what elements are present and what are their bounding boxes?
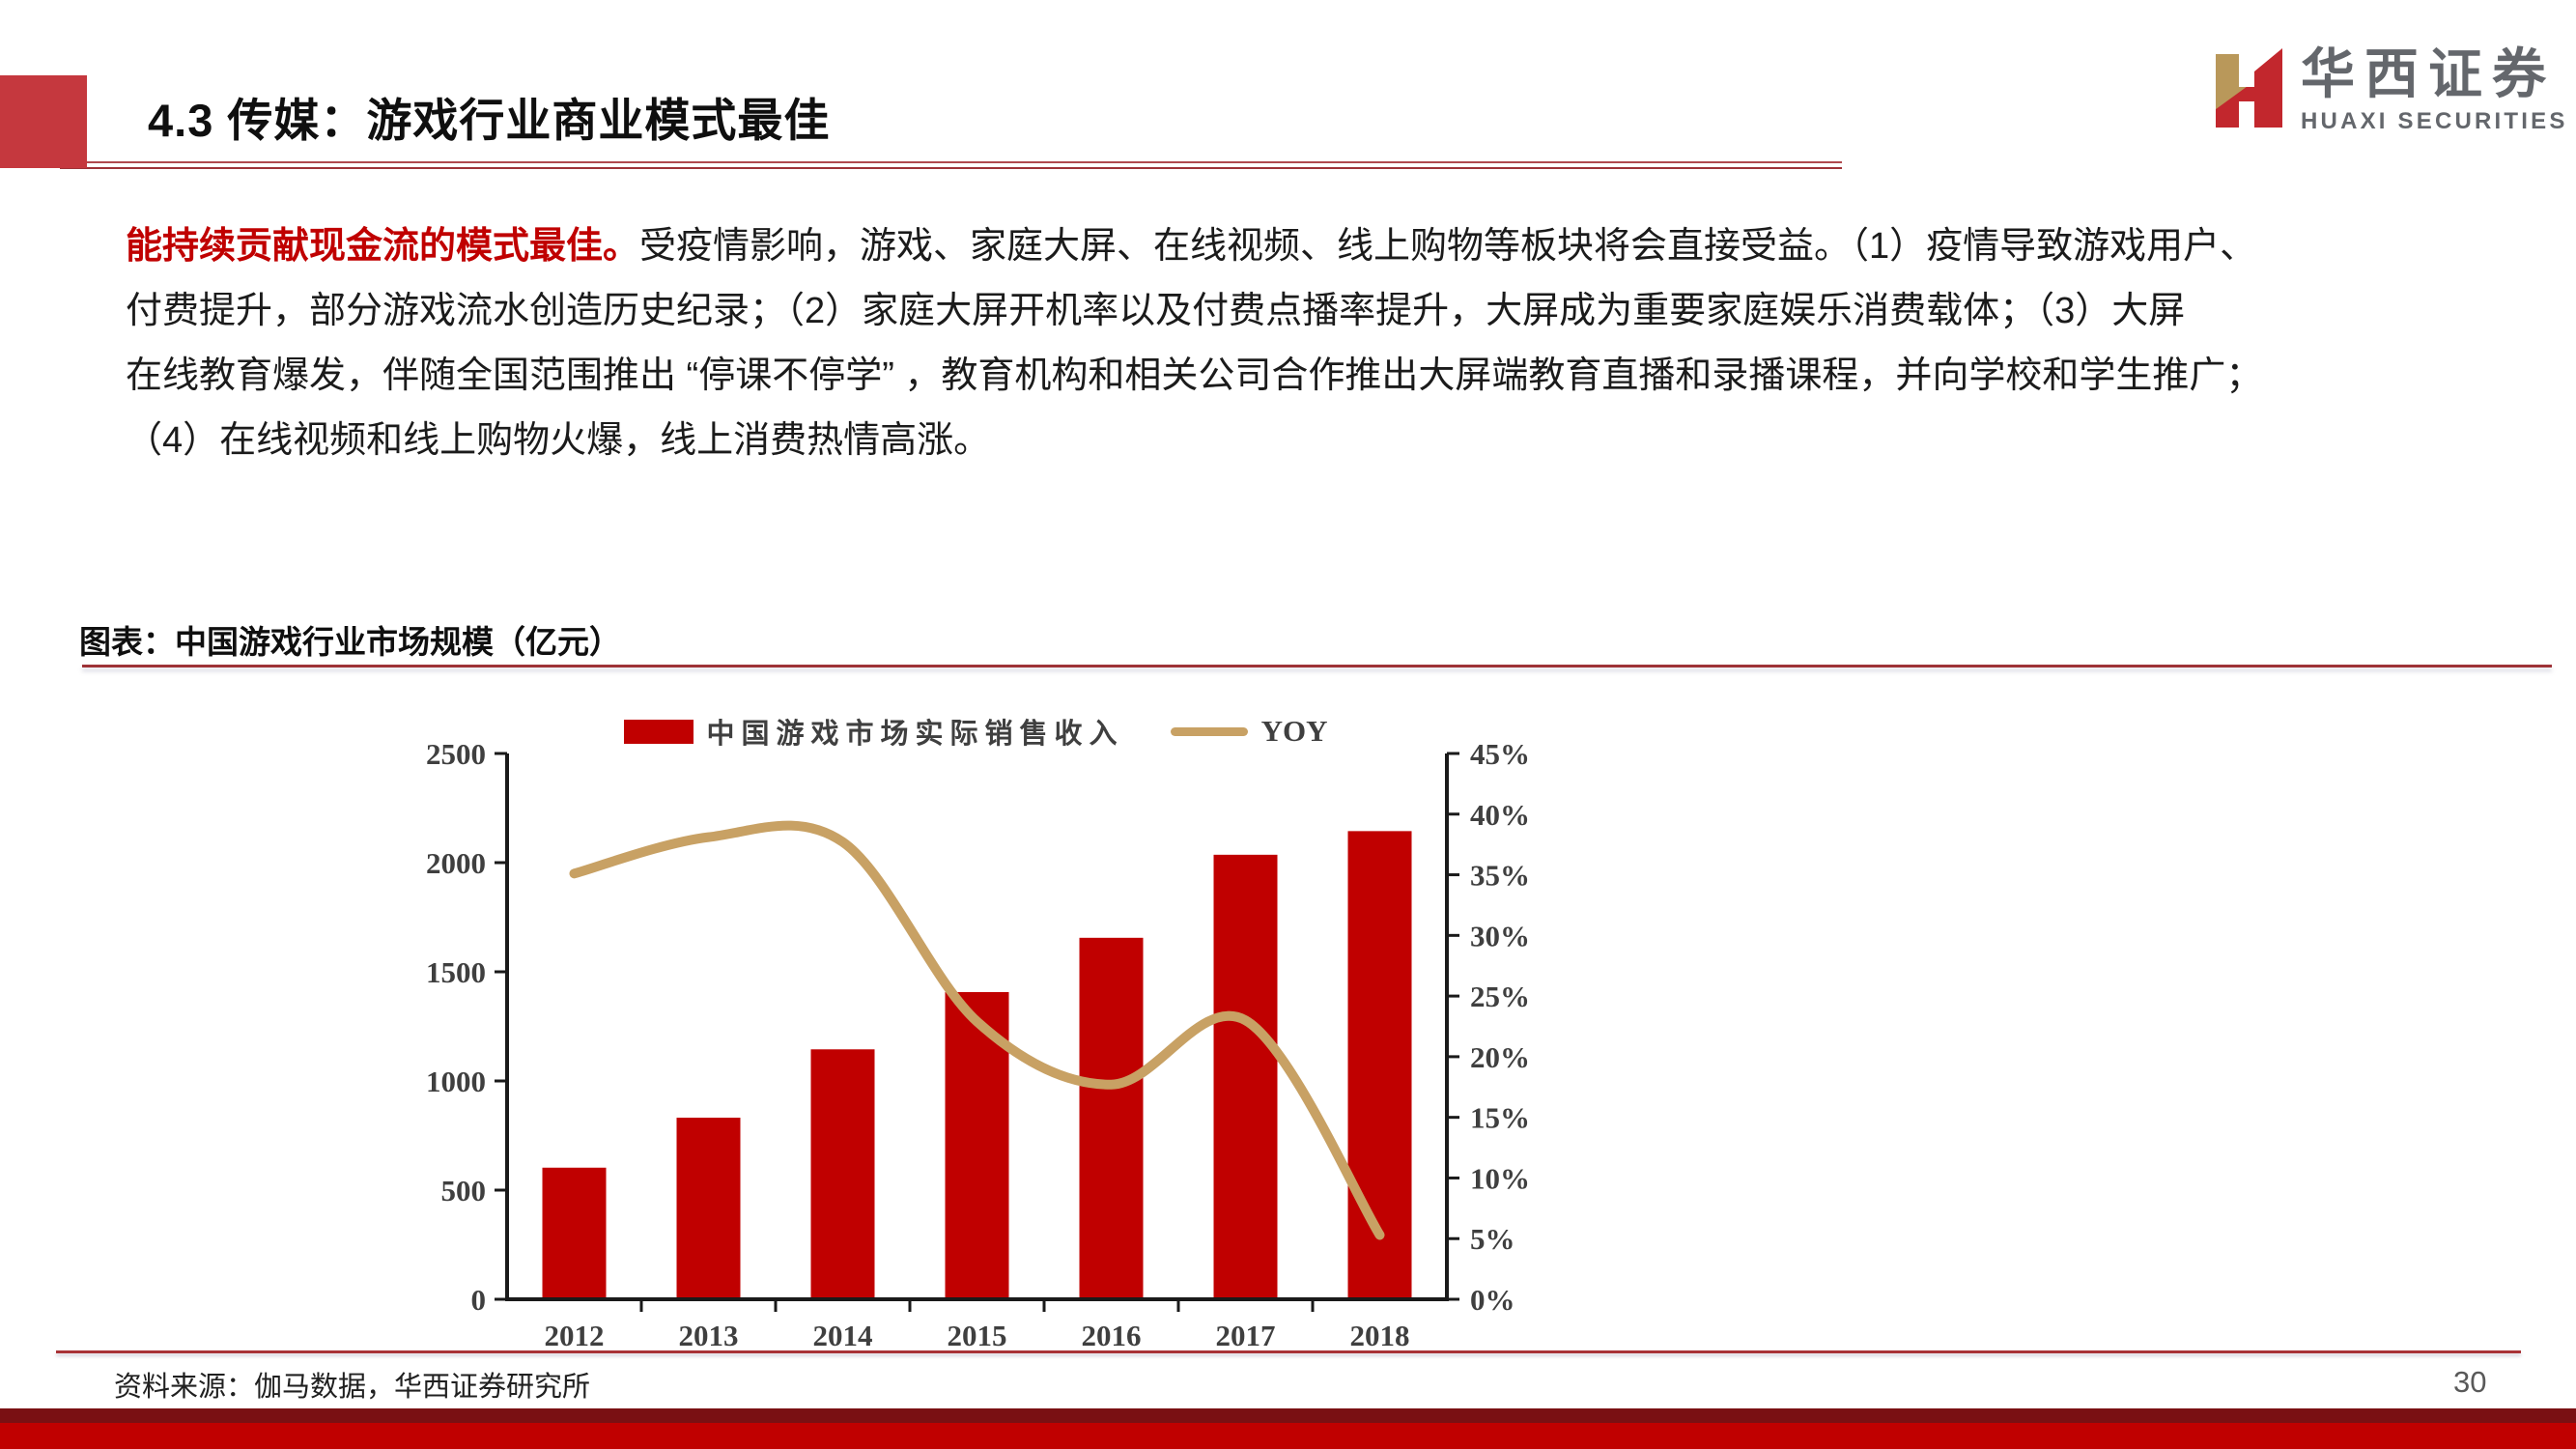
left-axis-label: 1500: [426, 955, 486, 989]
right-axis-label: 15%: [1470, 1101, 1530, 1135]
huaxi-logo-icon: [2212, 46, 2283, 138]
legend-bar-label: 中国游戏市场实际销售收入: [706, 719, 1124, 750]
x-axis-label: 2014: [813, 1319, 873, 1352]
paragraph-line-1-rest: 受疫情影响，游戏、家庭大屏、在线视频、线上购物等板块将会直接受益。（1）疫情导致…: [639, 226, 2257, 267]
x-axis-label: 2018: [1350, 1319, 1410, 1352]
legend-line-swatch: [1170, 726, 1248, 736]
right-axis-label: 5%: [1470, 1222, 1515, 1256]
logo-name-cn: 华西证券: [2301, 45, 2556, 105]
market-size-chart: 中国游戏市场实际销售收入 YOY 0 500 1000 1500 2000 2500 0% 5…: [415, 694, 1536, 1360]
left-axis-label: 1000: [426, 1065, 486, 1098]
chart-legend: 中国游戏市场实际销售收入 YOY: [415, 711, 1536, 752]
x-axis-label: 2017: [1216, 1319, 1276, 1352]
paragraph-lead: 能持续贡献现金流的模式最佳。: [126, 226, 640, 267]
bar-2014: [810, 1049, 875, 1299]
left-axis-label: 0: [471, 1283, 487, 1317]
right-axis-label: 10%: [1470, 1161, 1530, 1195]
right-axis-label: 30%: [1470, 919, 1530, 952]
bar-2012: [542, 1167, 607, 1299]
bottom-stripe-red: [0, 1423, 2576, 1449]
x-axis-label: 2012: [545, 1319, 605, 1352]
x-axis-label: 2015: [948, 1319, 1007, 1352]
bar-2013: [676, 1118, 741, 1299]
right-axis-label: 45%: [1470, 737, 1530, 771]
huaxi-logo-text: 华西证券 HUAXI SECURITIES: [2301, 46, 2568, 135]
left-axis-label: 500: [441, 1174, 487, 1208]
bottom-stripe-dark: [0, 1408, 2576, 1423]
x-axis-label: 2016: [1082, 1319, 1142, 1352]
legend-bar-swatch: [623, 719, 694, 744]
page-number: 30: [2453, 1365, 2487, 1399]
paragraph-line-4: （4）在线视频和线上购物火爆，线上消费热情高涨。: [126, 420, 991, 461]
figure-caption: 图表：中国游戏行业市场规模（亿元）: [79, 624, 621, 660]
x-axis-label: 2013: [679, 1319, 739, 1352]
page-title: 4.3 传媒：游戏行业商业模式最佳: [148, 95, 831, 146]
bar-2018: [1347, 831, 1412, 1299]
paragraph-line-1: 能持续贡献现金流的模式最佳。受疫情影响，游戏、家庭大屏、在线视频、线上购物等板块…: [126, 214, 2444, 279]
yoy-line: [569, 820, 1385, 1240]
paragraph-line-3: 在线教育爆发，伴随全国范围推出 “停课不停学” ，教育机构和相关公司合作推出大屏…: [126, 355, 2263, 396]
huaxi-logo: 华西证券 HUAXI SECURITIES: [2212, 46, 2568, 138]
body-paragraph: 能持续贡献现金流的模式最佳。受疫情影响，游戏、家庭大屏、在线视频、线上购物等板块…: [126, 214, 2444, 473]
red-accent-block: [0, 75, 87, 168]
title-underline: [60, 161, 1842, 169]
figure-caption-rule: [82, 665, 2552, 668]
figure-source: 资料来源：伽马数据，华西证券研究所: [114, 1372, 591, 1403]
market-chart-svg: 0 500 1000 1500 2000 2500 0% 5% 10% 15% 20% 25% 30% 3…: [426, 737, 1530, 1352]
bar-2017: [1213, 854, 1278, 1299]
right-axis-label: 0%: [1470, 1283, 1515, 1317]
left-axis-label: 2000: [426, 846, 486, 880]
left-axis-label: 2500: [426, 737, 486, 771]
paragraph-line-2: 付费提升，部分游戏流水创造历史纪录；（2）家庭大屏开机率以及付费点播率提升，大屏…: [126, 291, 2186, 331]
legend-line-label: YOY: [1260, 714, 1328, 748]
right-axis-label: 20%: [1470, 1040, 1530, 1074]
right-axis-label: 40%: [1470, 798, 1530, 832]
logo-name-en: HUAXI SECURITIES: [2301, 108, 2568, 134]
bar-2016: [1079, 937, 1144, 1299]
right-axis-label: 25%: [1470, 980, 1530, 1013]
footer-rule: [56, 1350, 2521, 1353]
right-axis-label: 35%: [1470, 859, 1530, 893]
